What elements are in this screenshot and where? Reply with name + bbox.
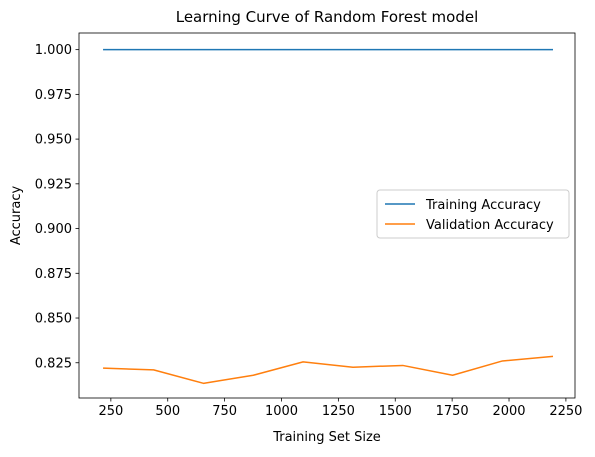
y-tick-label: 0.900 (35, 222, 72, 237)
y-tick-label: 0.950 (35, 133, 72, 148)
x-tick-label: 1250 (322, 404, 355, 419)
legend-label-training: Training Accuracy (425, 198, 541, 213)
x-tick-label: 1500 (379, 404, 412, 419)
legend-box (376, 189, 570, 239)
x-tick-label: 250 (98, 404, 123, 419)
axes-frame (78, 32, 576, 399)
y-tick-label: 0.975 (35, 88, 72, 103)
x-tick-label: 1750 (436, 404, 469, 419)
series-line-1 (103, 355, 554, 385)
x-tick-label: 500 (155, 404, 180, 419)
x-tick-label: 750 (212, 404, 237, 419)
x-axis-title: Training Set Size (272, 430, 381, 445)
legend-label-validation: Validation Accuracy (426, 218, 554, 233)
y-tick-label: 0.825 (35, 356, 72, 371)
x-tick-label: 2000 (492, 404, 525, 419)
y-tick-label: 0.850 (35, 312, 72, 327)
y-tick-label: 1.000 (35, 43, 72, 58)
chart-title: Learning Curve of Random Forest model (176, 8, 479, 26)
y-axis-title: Accuracy (9, 186, 24, 246)
plot-area: 250 500 750 1000 1250 1500 1750 2000 2250 0.825 0.… (35, 32, 582, 419)
x-tick-label: 1000 (265, 404, 298, 419)
y-tick-label: 0.875 (35, 267, 72, 282)
y-tick-label: 0.925 (35, 177, 72, 192)
x-tick-label: 2250 (549, 404, 582, 419)
legend: Training Accuracy Validation Accuracy (376, 189, 570, 239)
